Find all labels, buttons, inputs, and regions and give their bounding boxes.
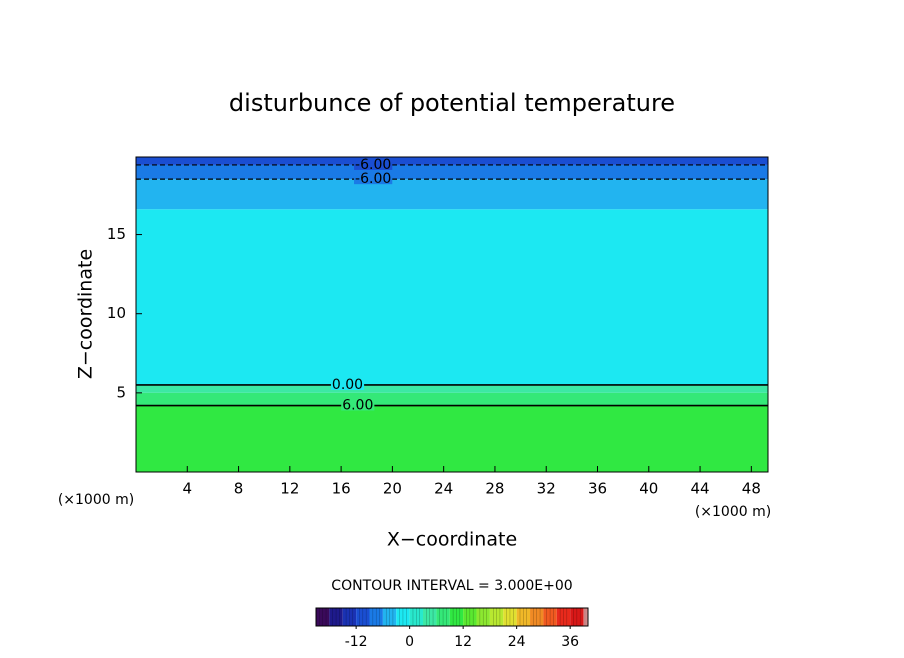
x-tick-label: 4 bbox=[183, 480, 193, 498]
x-tick-label: 32 bbox=[537, 480, 556, 498]
y-tick-label: 10 bbox=[107, 304, 126, 322]
colorbar-cell bbox=[556, 608, 571, 626]
x-unit: (×1000 m) bbox=[695, 504, 771, 520]
field-layer bbox=[136, 179, 768, 210]
x-tick-label: 24 bbox=[434, 480, 453, 498]
x-tick-label: 44 bbox=[691, 480, 710, 498]
colorbar-cell bbox=[329, 608, 343, 626]
colorbar-cell bbox=[369, 608, 383, 626]
x-tick-label: 28 bbox=[485, 480, 504, 498]
colorbar-cell bbox=[423, 608, 437, 626]
chart-title: disturbunce of potential temperature bbox=[229, 89, 675, 117]
y-tick-label: 5 bbox=[116, 383, 126, 401]
y-unit: (×1000 m) bbox=[58, 492, 134, 508]
colorbar-tick-label: 24 bbox=[508, 634, 526, 650]
field-layer bbox=[136, 164, 768, 180]
colorbar-cell bbox=[356, 608, 370, 626]
colorbar-cell bbox=[436, 608, 450, 626]
contour-label-bg bbox=[354, 174, 393, 185]
x-tick-label: 48 bbox=[742, 480, 761, 498]
colorbar-cell bbox=[316, 608, 330, 626]
contour-label: 6.00 bbox=[342, 398, 373, 414]
colorbar-cell bbox=[463, 608, 477, 626]
colorbar-cell bbox=[489, 608, 504, 626]
colorbar-cell bbox=[543, 608, 557, 626]
x-tick-label: 36 bbox=[588, 480, 607, 498]
contour-label: -6.00 bbox=[355, 171, 391, 187]
x-tick-label: 20 bbox=[383, 480, 402, 498]
colorbar-tick-label: 0 bbox=[405, 634, 414, 650]
contour-label: 0.00 bbox=[332, 377, 363, 393]
colorbar-title: CONTOUR INTERVAL = 3.000E+00 bbox=[331, 578, 572, 594]
colorbar-cell bbox=[583, 608, 588, 626]
colorbar-cell bbox=[570, 608, 584, 626]
x-axis-title: X−coordinate bbox=[387, 529, 517, 551]
colorbar-cell bbox=[530, 608, 544, 626]
plot-frame bbox=[135, 156, 769, 473]
y-tick-label: 15 bbox=[107, 225, 126, 243]
y-axis-title: Z−coordinate bbox=[75, 249, 97, 379]
colorbar-tick-label: -12 bbox=[345, 634, 368, 650]
field-layer bbox=[136, 209, 768, 385]
colorbar-cell bbox=[476, 608, 490, 626]
colorbar-cell bbox=[449, 608, 464, 626]
contour-label-bg bbox=[341, 400, 375, 411]
field-layer bbox=[136, 392, 768, 406]
colorbar-cell bbox=[503, 608, 517, 626]
colorbar-cell bbox=[382, 608, 397, 626]
x-tick-label: 8 bbox=[234, 480, 244, 498]
field-layer bbox=[136, 384, 768, 393]
field-layer bbox=[136, 405, 768, 472]
colorbar-cell bbox=[409, 608, 424, 626]
colorbar-tick-label: 36 bbox=[561, 634, 579, 650]
x-tick-label: 16 bbox=[332, 480, 351, 498]
contour-label: -6.00 bbox=[355, 157, 391, 173]
field-layer bbox=[136, 157, 768, 165]
contour-label-bg bbox=[354, 159, 393, 170]
colorbar-tick-label: 12 bbox=[454, 634, 472, 650]
colorbar-cell bbox=[396, 608, 410, 626]
colorbar-cell bbox=[342, 608, 357, 626]
colorbar-cell bbox=[516, 608, 531, 626]
contour-label-bg bbox=[330, 379, 365, 390]
x-tick-label: 12 bbox=[280, 480, 299, 498]
x-tick-label: 40 bbox=[639, 480, 658, 498]
colorbar-frame bbox=[315, 607, 589, 627]
